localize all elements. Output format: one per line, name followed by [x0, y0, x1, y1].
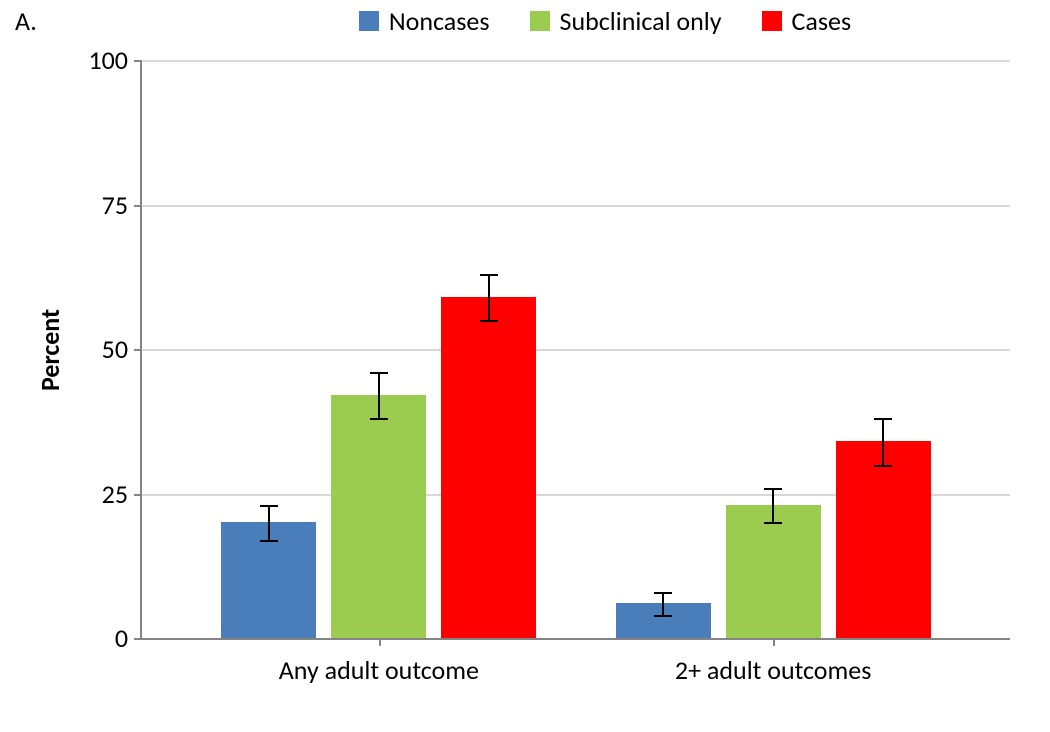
legend-swatch-cases — [762, 11, 782, 31]
x-tick-label: Any adult outcome — [279, 654, 479, 686]
error-cap — [480, 320, 498, 322]
legend-item-subclinical: Subclinical only — [530, 5, 722, 37]
x-tick-mark — [773, 638, 775, 646]
legend-label-noncases: Noncases — [389, 5, 490, 37]
error-cap — [370, 418, 388, 420]
error-bar — [772, 488, 774, 523]
error-cap — [260, 505, 278, 507]
error-bar — [882, 418, 884, 464]
y-tick-label: 75 — [102, 189, 128, 221]
gridline — [142, 205, 1010, 207]
bar — [726, 505, 821, 638]
y-tick-mark — [134, 205, 142, 207]
legend-swatch-noncases — [359, 11, 379, 31]
legend-label-cases: Cases — [792, 5, 852, 37]
error-cap — [260, 540, 278, 542]
bar — [331, 395, 426, 638]
y-tick-label: 25 — [102, 478, 128, 510]
x-tick-label: 2+ adult outcomes — [675, 654, 871, 686]
y-axis-title: Percent — [34, 309, 66, 391]
legend-label-subclinical: Subclinical only — [560, 5, 722, 37]
legend-swatch-subclinical — [530, 11, 550, 31]
legend-item-noncases: Noncases — [359, 5, 490, 37]
y-tick-mark — [134, 60, 142, 62]
error-cap — [654, 615, 672, 617]
panel-label: A. — [15, 5, 37, 37]
bar — [441, 297, 536, 638]
error-cap — [874, 465, 892, 467]
bar — [836, 441, 931, 638]
y-tick-label: 100 — [88, 44, 128, 76]
error-bar — [488, 274, 490, 320]
plot-area: 0255075100Any adult outcome2+ adult outc… — [140, 60, 1010, 640]
y-tick-mark — [134, 638, 142, 640]
error-bar — [662, 592, 664, 615]
x-tick-mark — [379, 638, 381, 646]
error-cap — [654, 592, 672, 594]
y-tick-mark — [134, 494, 142, 496]
error-cap — [764, 488, 782, 490]
error-bar — [378, 372, 380, 418]
error-cap — [480, 274, 498, 276]
y-tick-label: 0 — [115, 622, 128, 654]
chart-container: A. Noncases Subclinical only Cases Perce… — [0, 0, 1050, 732]
y-tick-mark — [134, 349, 142, 351]
error-bar — [268, 505, 270, 540]
gridline — [142, 60, 1010, 62]
gridline — [142, 349, 1010, 351]
error-cap — [874, 418, 892, 420]
error-cap — [764, 522, 782, 524]
y-tick-label: 50 — [102, 333, 128, 365]
legend: Noncases Subclinical only Cases — [220, 5, 990, 37]
error-cap — [370, 372, 388, 374]
legend-item-cases: Cases — [762, 5, 852, 37]
